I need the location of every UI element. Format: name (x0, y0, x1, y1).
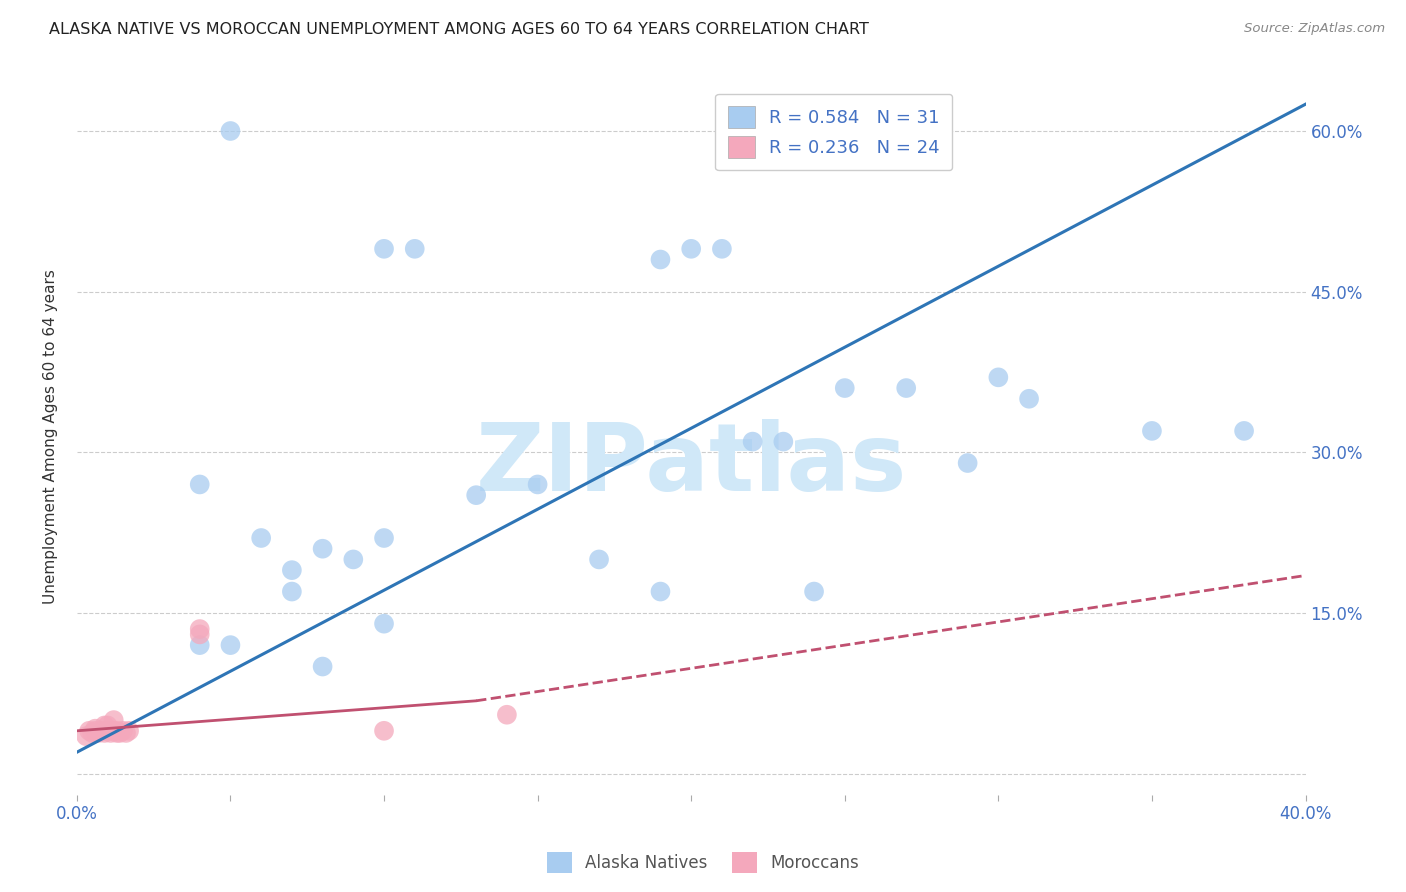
Point (105, 726, 128, 740)
Point (100, 726, 122, 740)
Point (834, 381, 856, 395)
Text: ZIPatlas: ZIPatlas (475, 419, 907, 511)
Point (188, 622, 211, 636)
Point (188, 477, 211, 491)
Point (681, 242, 703, 256)
Point (1140, 424, 1163, 438)
Point (77, 723, 100, 738)
Point (188, 638, 211, 652)
Legend: R = 0.584   N = 31, R = 0.236   N = 24: R = 0.584 N = 31, R = 0.236 N = 24 (716, 94, 952, 170)
Point (82, 726, 104, 740)
Point (93, 726, 115, 740)
Point (311, 541, 333, 556)
Point (84, 722, 107, 736)
Point (650, 584, 672, 599)
Point (97, 723, 120, 738)
Point (115, 726, 138, 740)
Point (281, 584, 304, 599)
Point (87, 726, 110, 740)
Point (373, 242, 395, 256)
Point (803, 584, 825, 599)
Point (90, 723, 112, 738)
Point (741, 434, 763, 449)
Point (219, 124, 242, 138)
Point (103, 723, 125, 738)
Point (103, 713, 125, 727)
Point (526, 477, 548, 491)
Point (772, 434, 794, 449)
Point (188, 627, 211, 641)
Point (373, 616, 395, 631)
Point (373, 723, 395, 738)
Point (84, 723, 107, 738)
Point (588, 552, 610, 566)
Point (97, 718, 120, 732)
Point (93, 718, 115, 732)
Point (1233, 424, 1256, 438)
Point (404, 242, 426, 256)
Point (987, 370, 1010, 384)
Point (105, 723, 128, 738)
Point (108, 726, 131, 740)
Point (650, 252, 672, 267)
Point (896, 381, 918, 395)
Point (250, 531, 273, 545)
Point (311, 659, 333, 673)
Point (465, 488, 488, 502)
Text: ALASKA NATIVE VS MOROCCAN UNEMPLOYMENT AMONG AGES 60 TO 64 YEARS CORRELATION CHA: ALASKA NATIVE VS MOROCCAN UNEMPLOYMENT A… (49, 22, 869, 37)
Legend: Alaska Natives, Moroccans: Alaska Natives, Moroccans (540, 846, 866, 880)
Point (342, 552, 364, 566)
Point (1018, 392, 1040, 406)
Point (118, 723, 141, 738)
Point (75, 729, 97, 743)
Point (281, 563, 304, 577)
Point (111, 723, 134, 738)
Point (219, 638, 242, 652)
Point (956, 456, 979, 470)
Point (710, 242, 733, 256)
Point (373, 531, 395, 545)
Text: Source: ZipAtlas.com: Source: ZipAtlas.com (1244, 22, 1385, 36)
Point (496, 707, 519, 722)
Y-axis label: Unemployment Among Ages 60 to 64 years: Unemployment Among Ages 60 to 64 years (44, 268, 58, 604)
